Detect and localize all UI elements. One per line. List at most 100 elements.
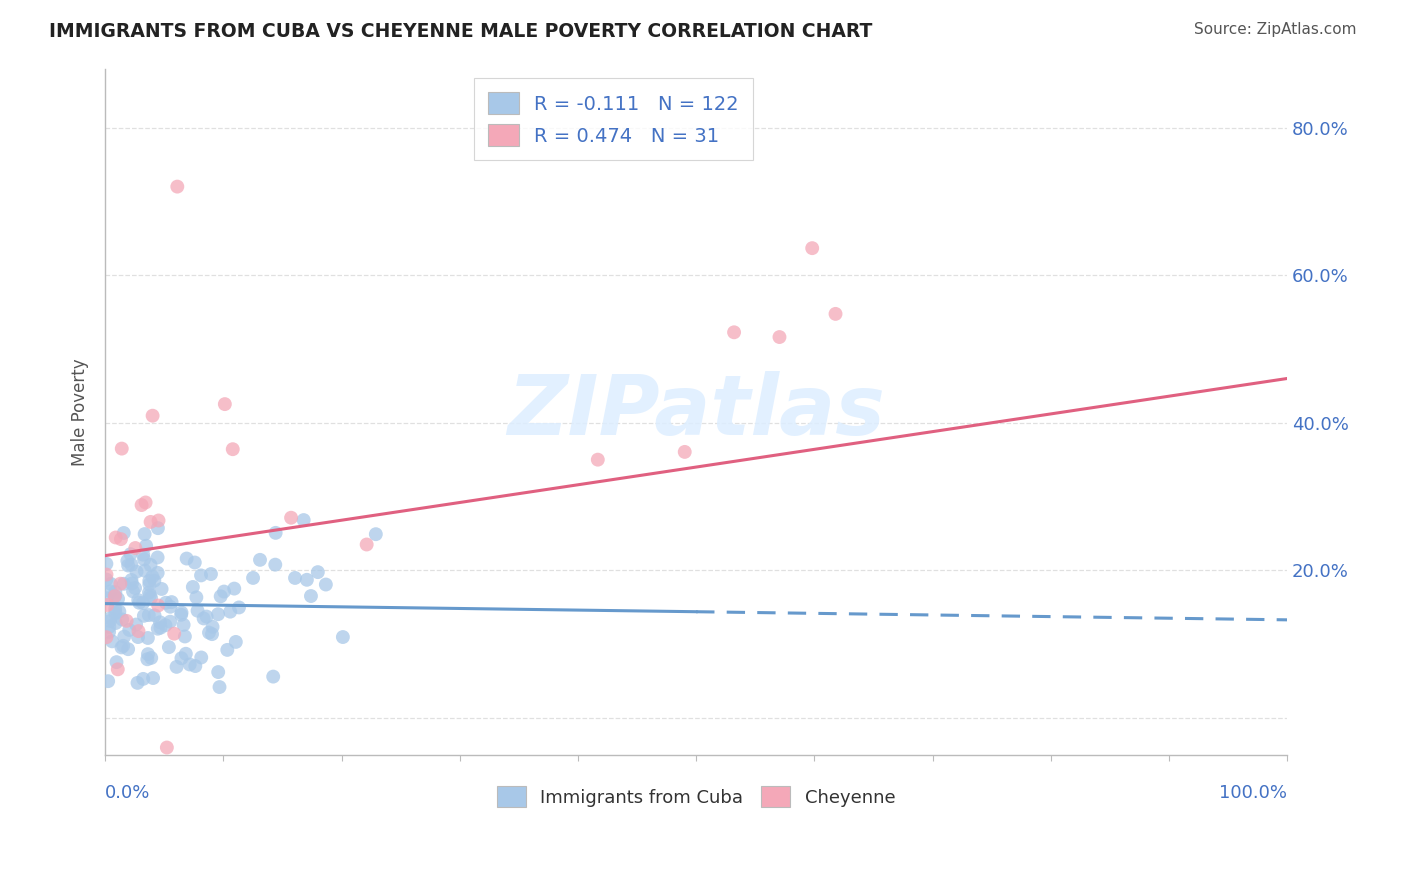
Point <box>195 609 218 624</box>
Point <box>299 589 322 603</box>
Point <box>155 618 177 632</box>
Point <box>104 590 127 604</box>
Point <box>120 547 142 561</box>
Point <box>801 241 824 255</box>
Point <box>149 615 172 630</box>
Point <box>280 510 302 524</box>
Point <box>673 445 696 459</box>
Point <box>284 571 307 585</box>
Point <box>112 630 135 644</box>
Point <box>96 630 118 644</box>
Point <box>225 635 247 649</box>
Point <box>111 442 134 456</box>
Point <box>184 659 207 673</box>
Point <box>217 643 239 657</box>
Point <box>128 624 150 639</box>
Point <box>148 599 170 613</box>
Point <box>98 614 121 628</box>
Point <box>112 639 135 653</box>
Text: 100.0%: 100.0% <box>1219 784 1286 803</box>
Point <box>262 670 284 684</box>
Point <box>136 631 159 645</box>
Point <box>135 539 157 553</box>
Point <box>112 526 135 541</box>
Point <box>131 498 153 512</box>
Point <box>98 620 121 634</box>
Point <box>768 330 790 344</box>
Point <box>155 596 177 610</box>
Point <box>170 606 193 620</box>
Point <box>141 651 163 665</box>
Point <box>127 593 149 607</box>
Point <box>201 627 224 641</box>
Point <box>315 577 337 591</box>
Point <box>586 452 609 467</box>
Point <box>98 611 121 625</box>
Point <box>136 652 159 666</box>
Point <box>142 409 165 423</box>
Point <box>174 647 197 661</box>
Point <box>104 531 127 545</box>
Point <box>127 676 149 690</box>
Point <box>132 548 155 562</box>
Point <box>193 611 215 625</box>
Point <box>121 576 143 591</box>
Point <box>356 537 378 551</box>
Point <box>186 591 208 605</box>
Point <box>170 651 193 665</box>
Point <box>159 615 181 629</box>
Point <box>110 532 132 546</box>
Point <box>108 605 131 619</box>
Point <box>120 573 142 587</box>
Point <box>824 307 846 321</box>
Point <box>166 660 188 674</box>
Point <box>107 662 129 676</box>
Point <box>120 558 142 572</box>
Point <box>207 665 229 679</box>
Point <box>110 576 132 591</box>
Point <box>200 567 222 582</box>
Point <box>364 527 387 541</box>
Point <box>96 567 118 582</box>
Point <box>146 622 169 636</box>
Point <box>170 607 193 622</box>
Point <box>224 582 246 596</box>
Point <box>187 604 209 618</box>
Point <box>190 650 212 665</box>
Point <box>138 608 160 623</box>
Point <box>101 634 124 648</box>
Point <box>117 642 139 657</box>
Point <box>181 580 204 594</box>
Point <box>139 558 162 572</box>
Point <box>98 624 121 639</box>
Text: 0.0%: 0.0% <box>105 784 150 803</box>
Point <box>166 179 188 194</box>
Point <box>141 569 163 583</box>
Point <box>146 566 169 580</box>
Point <box>96 573 118 587</box>
Point <box>307 565 329 579</box>
Point <box>184 556 207 570</box>
Point <box>209 590 232 604</box>
Point <box>219 605 242 619</box>
Point <box>163 626 186 640</box>
Point <box>179 657 201 672</box>
Point <box>132 672 155 686</box>
Point <box>148 514 170 528</box>
Point <box>96 591 118 606</box>
Point <box>115 614 138 628</box>
Point <box>110 640 132 655</box>
Text: Source: ZipAtlas.com: Source: ZipAtlas.com <box>1194 22 1357 37</box>
Point <box>136 647 159 661</box>
Y-axis label: Male Poverty: Male Poverty <box>72 358 89 466</box>
Point <box>139 588 162 602</box>
Point <box>174 630 197 644</box>
Point <box>332 630 354 644</box>
Point <box>242 571 264 585</box>
Point <box>125 617 148 632</box>
Point <box>723 326 745 340</box>
Point <box>143 574 166 588</box>
Point <box>107 591 129 606</box>
Point <box>139 515 162 529</box>
Point <box>264 558 287 572</box>
